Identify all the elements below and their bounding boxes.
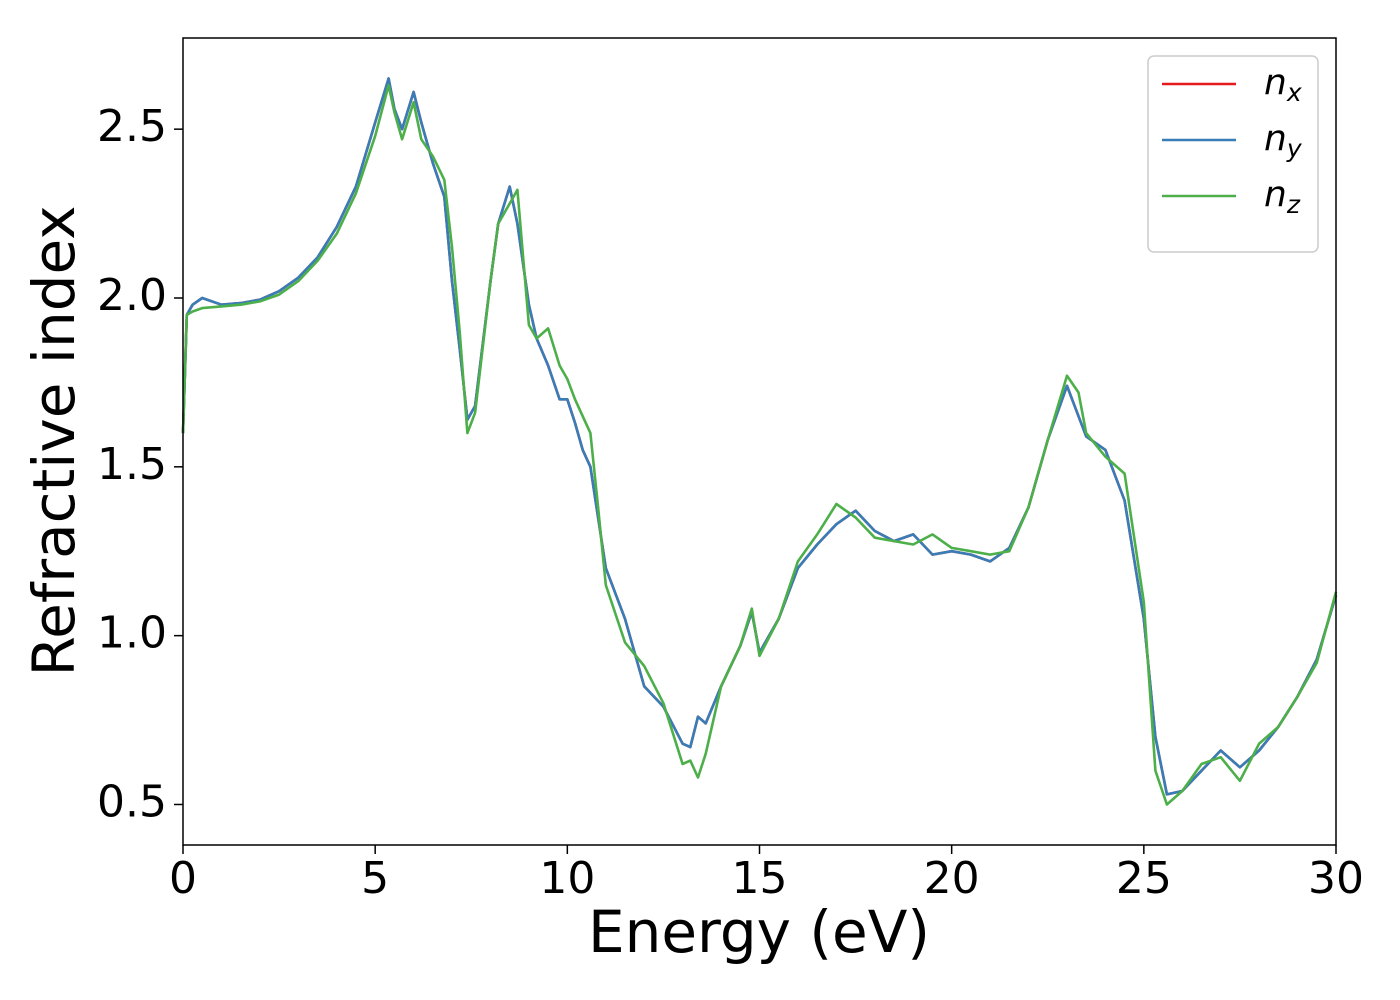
legend-label: nz (1264, 174, 1301, 219)
y-tick-label: 1.5 (97, 439, 167, 490)
legend-label: ny (1264, 118, 1303, 163)
x-axis-label: Energy (eV) (588, 898, 930, 966)
plot-frame (182, 37, 1337, 846)
legend-label: nx (1264, 62, 1302, 107)
x-tick-label: 25 (1116, 853, 1172, 904)
x-tick-label: 10 (539, 853, 595, 904)
x-tick-label: 30 (1308, 853, 1364, 904)
y-axis-label: Refractive index (20, 205, 88, 676)
data-line (181, 84, 1338, 806)
x-tick-label: 20 (924, 853, 980, 904)
x-tick-label: 0 (169, 853, 197, 904)
x-tick-label: 15 (732, 853, 788, 904)
y-tick-label: 1.0 (97, 608, 167, 659)
y-tick-label: 0.5 (97, 776, 167, 827)
y-tick-label: 2.5 (97, 101, 167, 152)
y-tick-label: 2.0 (97, 270, 167, 321)
legend-box (1147, 55, 1319, 253)
x-tick-label: 5 (361, 853, 389, 904)
